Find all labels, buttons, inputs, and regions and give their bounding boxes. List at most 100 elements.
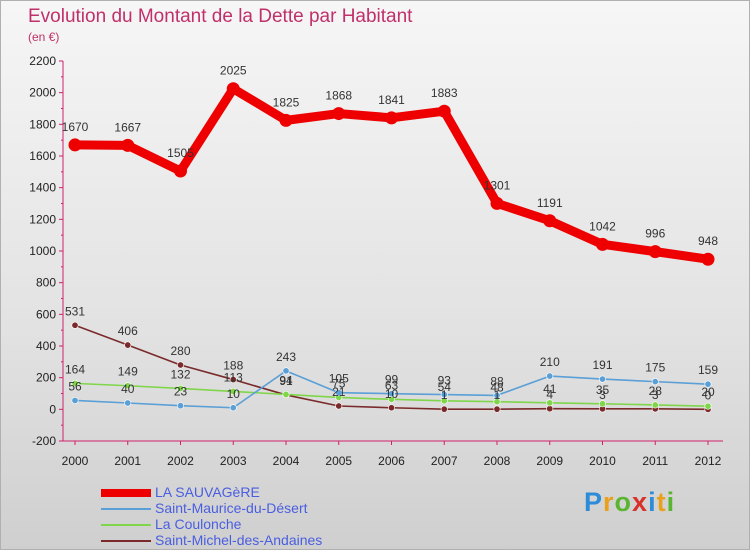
data-point bbox=[335, 402, 343, 410]
data-label: 63 bbox=[385, 378, 399, 392]
legend-label: La Coulonche bbox=[155, 516, 242, 532]
chart-subtitle: (en €) bbox=[28, 30, 60, 44]
y-tick-label: 2000 bbox=[29, 86, 56, 100]
data-point bbox=[546, 405, 554, 413]
data-label: 35 bbox=[596, 383, 610, 397]
data-point bbox=[229, 376, 237, 384]
legend-swatch bbox=[101, 540, 151, 542]
x-tick-label: 2012 bbox=[695, 454, 722, 468]
y-tick-label: 1400 bbox=[29, 181, 56, 195]
y-tick-label: 400 bbox=[36, 339, 56, 353]
data-point bbox=[440, 391, 448, 399]
data-point bbox=[177, 402, 185, 410]
data-point bbox=[437, 104, 451, 118]
data-point bbox=[174, 164, 187, 178]
legend-swatch bbox=[101, 489, 151, 497]
legend-label: Saint-Michel-des-Andaines bbox=[155, 532, 323, 548]
data-point bbox=[490, 196, 504, 210]
x-tick-label: 2008 bbox=[484, 454, 511, 468]
data-label: 188 bbox=[223, 359, 243, 373]
data-label: 210 bbox=[540, 355, 560, 369]
legend-item: La Coulonche bbox=[101, 516, 401, 533]
data-label: 41 bbox=[543, 382, 557, 396]
data-label: 10 bbox=[227, 387, 241, 401]
data-point bbox=[229, 404, 237, 412]
data-label: 94 bbox=[279, 373, 293, 387]
data-point bbox=[546, 372, 554, 380]
data-point bbox=[282, 390, 290, 398]
x-tick-label: 2002 bbox=[167, 454, 194, 468]
x-tick-label: 2004 bbox=[273, 454, 300, 468]
data-label: 28 bbox=[649, 384, 663, 398]
legend: LA SAUVAGèRE Saint-Maurice-du-Désert La … bbox=[101, 484, 401, 549]
data-point bbox=[387, 390, 395, 398]
data-point bbox=[124, 382, 132, 390]
data-point bbox=[68, 138, 82, 152]
data-label: 88 bbox=[490, 374, 504, 388]
data-label: 243 bbox=[276, 350, 296, 364]
y-tick-label: -200 bbox=[32, 434, 56, 448]
x-tick-label: 2010 bbox=[589, 454, 616, 468]
data-point bbox=[229, 387, 237, 395]
data-label: 0 bbox=[705, 388, 712, 402]
data-point bbox=[385, 111, 398, 125]
data-point bbox=[282, 367, 290, 375]
data-point bbox=[71, 396, 79, 404]
x-tick-label: 2000 bbox=[62, 454, 89, 468]
data-label: 1505 bbox=[167, 146, 194, 160]
data-label: 175 bbox=[645, 361, 665, 375]
data-point bbox=[71, 379, 79, 387]
data-point bbox=[493, 391, 501, 399]
y-tick-label: 1200 bbox=[29, 212, 56, 226]
data-point bbox=[440, 405, 448, 413]
data-point bbox=[226, 82, 240, 96]
chart-title: Evolution du Montant de la Dette par Hab… bbox=[28, 6, 413, 27]
data-point bbox=[546, 399, 554, 407]
y-tick-label: 1600 bbox=[29, 149, 56, 163]
data-label: 3 bbox=[599, 388, 606, 402]
data-point bbox=[701, 252, 715, 266]
data-point bbox=[598, 400, 606, 408]
data-label: 1 bbox=[494, 388, 501, 402]
legend-swatch bbox=[101, 524, 151, 526]
legend-swatch bbox=[101, 508, 151, 510]
data-label: 164 bbox=[65, 362, 85, 376]
x-tick-label: 2005 bbox=[325, 454, 352, 468]
y-tick-label: 2200 bbox=[29, 54, 56, 68]
data-label: 105 bbox=[329, 372, 349, 386]
data-point bbox=[704, 380, 712, 388]
data-label: 1825 bbox=[273, 95, 300, 109]
data-point bbox=[704, 402, 712, 410]
data-label: 1301 bbox=[484, 178, 511, 192]
data-label: 149 bbox=[118, 365, 138, 379]
data-point bbox=[648, 245, 662, 259]
data-label: 1883 bbox=[431, 86, 458, 100]
y-tick-label: 800 bbox=[36, 276, 56, 290]
y-tick-label: 1000 bbox=[29, 244, 56, 258]
y-tick-label: 0 bbox=[49, 402, 56, 416]
data-point bbox=[596, 237, 609, 251]
data-label: 191 bbox=[592, 358, 612, 372]
data-label: 280 bbox=[170, 344, 190, 358]
data-label: 3 bbox=[652, 388, 659, 402]
legend-item: Saint-Maurice-du-Désert bbox=[101, 500, 401, 517]
data-label: 2025 bbox=[220, 64, 247, 78]
data-point bbox=[335, 389, 343, 397]
legend-label: LA SAUVAGèRE bbox=[155, 484, 260, 500]
data-label: 1191 bbox=[537, 196, 563, 210]
data-point bbox=[124, 399, 132, 407]
x-tick-label: 2006 bbox=[378, 454, 405, 468]
legend-item: Saint-Michel-des-Andaines bbox=[101, 532, 401, 549]
data-label: 20 bbox=[701, 385, 715, 399]
data-label: 132 bbox=[170, 367, 190, 381]
data-point bbox=[332, 107, 346, 121]
data-label: 948 bbox=[698, 234, 718, 248]
data-point bbox=[651, 401, 659, 409]
y-tick-label: 200 bbox=[36, 371, 56, 385]
data-point bbox=[124, 341, 132, 349]
data-point bbox=[598, 375, 606, 383]
data-label: 1868 bbox=[325, 89, 352, 103]
data-label: 48 bbox=[490, 381, 504, 395]
